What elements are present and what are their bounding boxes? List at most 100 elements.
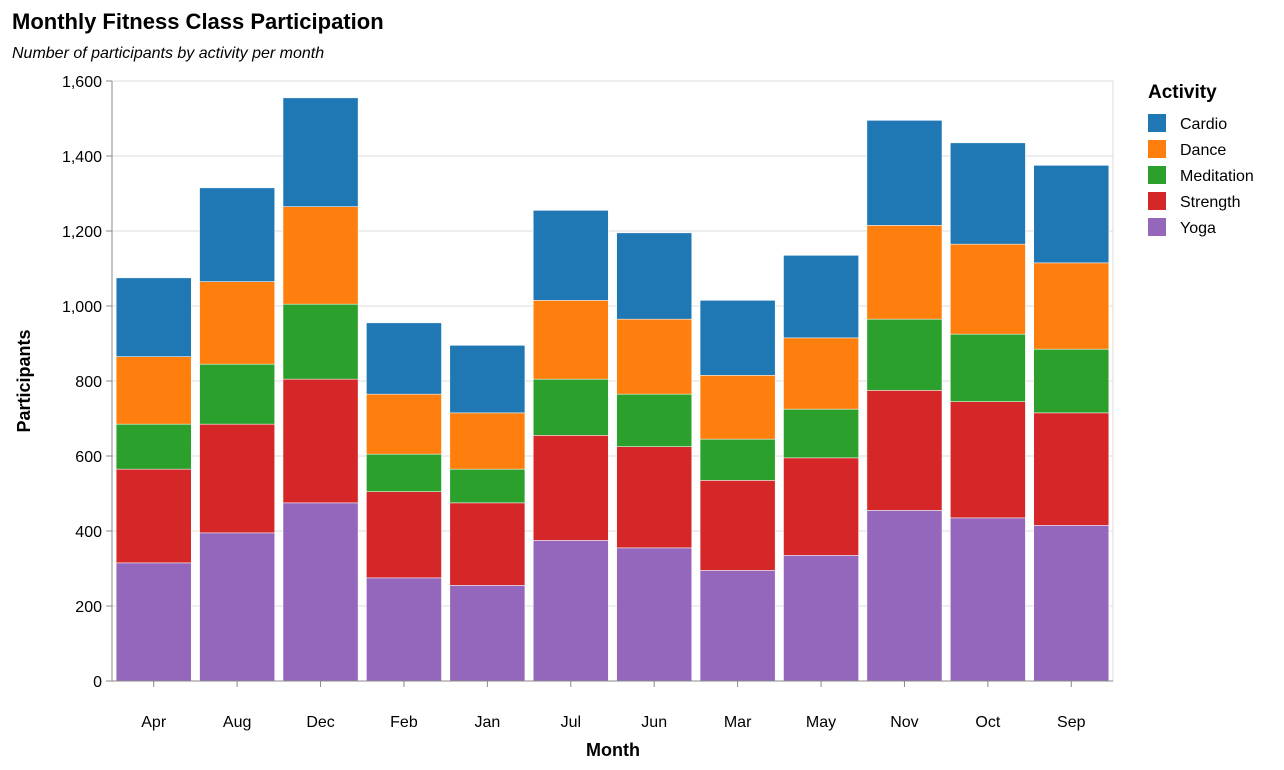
bar-yoga-oct — [950, 517, 1026, 682]
y-tick-label: 1,600 — [62, 74, 102, 91]
bar-yoga-jan — [449, 585, 526, 682]
bar-meditation-jan — [449, 468, 526, 504]
bar-strength-nov — [866, 390, 943, 511]
bar-meditation-feb — [366, 453, 442, 492]
bar-strength-aug — [199, 423, 275, 534]
x-tick-label: Sep — [1057, 714, 1086, 731]
bar-cardio-feb — [366, 322, 442, 395]
legend: Activity Cardio Dance Meditation Strength Yo… — [1148, 82, 1254, 237]
bar-dance-jun — [616, 318, 692, 395]
bar-yoga-jul — [533, 540, 609, 682]
gridlines — [112, 80, 1114, 682]
x-tick-label: Apr — [141, 714, 167, 731]
bar-meditation-apr — [115, 423, 192, 470]
bar-dance-may — [783, 337, 859, 410]
bar-strength-mar — [699, 480, 776, 571]
y-tick-label: 600 — [75, 449, 102, 466]
legend-swatch-yoga — [1148, 218, 1166, 236]
bar-dance-jan — [449, 412, 526, 470]
bar-strength-jul — [533, 435, 609, 541]
legend-label-dance: Dance — [1180, 142, 1226, 159]
x-tick-label: Jan — [474, 714, 500, 731]
bar-cardio-sep — [1033, 165, 1110, 264]
bar-yoga-sep — [1033, 525, 1110, 682]
bar-cardio-apr — [115, 277, 192, 357]
y-tick-label: 800 — [75, 374, 102, 391]
bar-yoga-jun — [616, 547, 692, 682]
x-tick-label: Feb — [390, 714, 418, 731]
y-tick-label: 200 — [75, 599, 102, 616]
bar-yoga-aug — [199, 532, 275, 682]
y-tick-label: 1,200 — [62, 224, 102, 241]
x-tick-label: Oct — [975, 714, 1000, 731]
bar-cardio-aug — [199, 187, 275, 282]
y-tick-label: 1,400 — [62, 149, 102, 166]
bar-yoga-apr — [115, 562, 192, 682]
bar-cardio-jun — [616, 232, 692, 320]
legend-swatch-meditation — [1148, 166, 1166, 184]
bar-meditation-jul — [533, 378, 609, 436]
legend-label-strength: Strength — [1180, 194, 1240, 211]
bars — [115, 97, 1110, 682]
bar-meditation-jun — [616, 393, 692, 447]
bar-dance-aug — [199, 281, 275, 365]
x-tick-label: Jun — [641, 714, 667, 731]
x-axis-title: Month — [586, 740, 640, 760]
bar-dance-nov — [866, 225, 943, 320]
bar-strength-may — [783, 457, 859, 556]
y-axis-title: Participants — [14, 329, 34, 432]
bar-dance-dec — [282, 206, 359, 305]
bar-strength-dec — [282, 378, 359, 504]
y-tick-label: 1,000 — [62, 299, 102, 316]
legend-label-meditation: Meditation — [1180, 168, 1254, 185]
bar-strength-oct — [950, 401, 1026, 519]
x-tick-label: Dec — [306, 714, 334, 731]
x-tick-label: Nov — [890, 714, 918, 731]
legend-swatch-strength — [1148, 192, 1166, 210]
bar-meditation-mar — [699, 438, 776, 481]
bar-strength-feb — [366, 491, 442, 579]
y-tick-label: 0 — [93, 674, 102, 691]
bar-cardio-may — [783, 255, 859, 339]
bar-cardio-jul — [533, 210, 609, 301]
legend-label-yoga: Yoga — [1180, 220, 1216, 237]
bar-dance-mar — [699, 375, 776, 440]
bar-dance-jul — [533, 300, 609, 380]
bar-dance-sep — [1033, 262, 1110, 350]
bar-meditation-aug — [199, 363, 275, 425]
x-tick-label: Mar — [724, 714, 752, 731]
x-tick-label: Aug — [223, 714, 251, 731]
bar-strength-jan — [449, 502, 526, 586]
axes: 0 200 400 600 800 1,000 1,200 1,400 1,600 Apr Aug D… — [62, 74, 1113, 731]
bar-cardio-jan — [449, 345, 526, 414]
legend-label-cardio: Cardio — [1180, 116, 1227, 133]
legend-title: Activity — [1148, 82, 1217, 103]
bar-yoga-mar — [699, 570, 776, 682]
bar-yoga-dec — [282, 502, 359, 682]
bar-strength-jun — [616, 446, 692, 549]
bar-dance-oct — [950, 243, 1026, 335]
bar-meditation-dec — [282, 303, 359, 380]
bar-strength-apr — [115, 468, 192, 564]
bar-yoga-feb — [366, 577, 442, 682]
chart-subtitle: Number of participants by activity per m… — [12, 45, 324, 62]
bar-meditation-may — [783, 408, 859, 459]
x-tick-label: Jul — [561, 714, 581, 731]
bar-yoga-nov — [866, 510, 943, 682]
x-tick-label: May — [806, 714, 836, 731]
bar-cardio-nov — [866, 120, 943, 226]
bar-meditation-sep — [1033, 348, 1110, 414]
bar-yoga-may — [783, 555, 859, 682]
legend-swatch-dance — [1148, 140, 1166, 158]
bar-cardio-oct — [950, 142, 1026, 245]
bar-dance-apr — [115, 356, 192, 425]
legend-swatch-cardio — [1148, 114, 1166, 132]
bar-dance-feb — [366, 393, 442, 455]
bar-cardio-mar — [699, 300, 776, 376]
bar-meditation-oct — [950, 333, 1026, 402]
y-tick-label: 400 — [75, 524, 102, 541]
chart-title: Monthly Fitness Class Participation — [12, 9, 384, 34]
bar-cardio-dec — [282, 97, 359, 207]
bar-strength-sep — [1033, 412, 1110, 526]
